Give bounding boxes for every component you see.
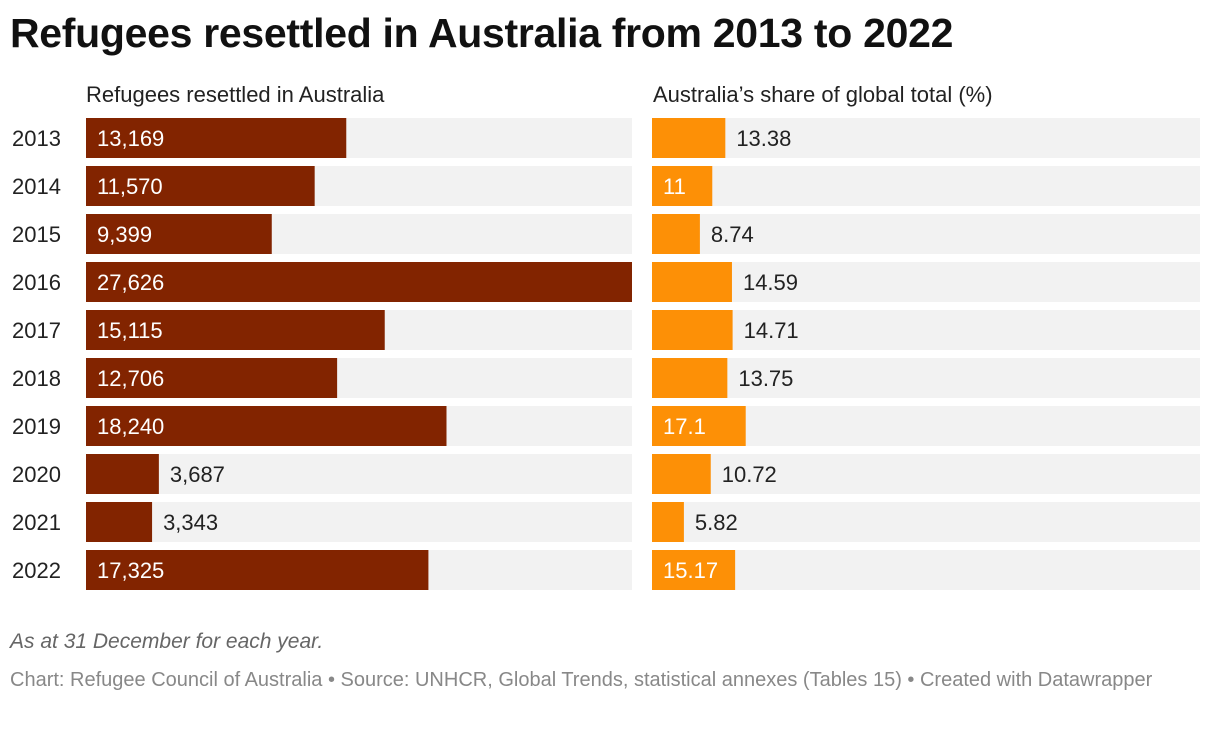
- share-value-label: 13.38: [736, 126, 791, 151]
- refugees-value-label: 13,169: [97, 126, 164, 151]
- right-panel-title: Australia’s share of global total (%): [653, 82, 993, 107]
- share-value-label: 8.74: [711, 222, 754, 247]
- bar-chart: 2013 2014 2015 2016 2017 2018 2019 2020 2021 2022…: [12, 118, 1200, 590]
- refugees-value-label: 12,706: [97, 366, 164, 391]
- chart-note: As at 31 December for each year.: [10, 630, 324, 653]
- year-label: 2013: [12, 126, 61, 151]
- year-label: 2020: [12, 462, 61, 487]
- share-value-label: 11: [663, 174, 686, 199]
- share-bar: [652, 166, 713, 206]
- year-label: 2015: [12, 222, 61, 247]
- refugees-bar: [86, 454, 159, 494]
- share-bar: [652, 262, 732, 302]
- refugees-value-label: 3,343: [163, 510, 218, 535]
- share-value-label: 15.17: [663, 558, 718, 583]
- year-label: 2016: [12, 270, 61, 295]
- refugees-value-label: 3,687: [170, 462, 225, 487]
- share-value-label: 13.75: [738, 366, 793, 391]
- share-track: [652, 358, 1200, 398]
- refugees-bar: [86, 406, 447, 446]
- share-track: [652, 118, 1200, 158]
- year-label: 2014: [12, 174, 61, 199]
- refugees-bar: [86, 310, 385, 350]
- share-value-label: 10.72: [722, 462, 777, 487]
- refugees-bar: [86, 502, 153, 542]
- share-value-label: 14.71: [744, 318, 799, 343]
- share-track: [652, 214, 1200, 254]
- refugees-track: [86, 502, 632, 542]
- share-track: [652, 550, 1200, 590]
- refugees-value-label: 11,570: [97, 174, 163, 199]
- refugees-value-label: 27,626: [97, 270, 164, 295]
- refugees-bar: [86, 118, 347, 158]
- year-label: 2018: [12, 366, 61, 391]
- share-value-label: 17.1: [663, 414, 706, 439]
- refugees-bar: [86, 550, 429, 590]
- share-value-label: 14.59: [743, 270, 798, 295]
- share-track: [652, 502, 1200, 542]
- share-bar: [652, 214, 700, 254]
- share-bar: [652, 406, 746, 446]
- share-track: [652, 166, 1200, 206]
- year-label: 2021: [12, 510, 61, 535]
- refugees-bar: [86, 166, 315, 206]
- refugees-value-label: 18,240: [97, 414, 164, 439]
- year-label: 2019: [12, 414, 61, 439]
- share-value-label: 5.82: [695, 510, 738, 535]
- share-track: [652, 454, 1200, 494]
- share-track: [652, 262, 1200, 302]
- refugees-bar: [86, 214, 272, 254]
- refugees-value-label: 15,115: [97, 318, 163, 343]
- share-bar: [652, 310, 733, 350]
- share-bar: [652, 454, 711, 494]
- chart-footer: Chart: Refugee Council of Australia • So…: [10, 669, 1153, 691]
- share-bar: [652, 358, 728, 398]
- share-bar: [652, 502, 684, 542]
- refugees-bar: [86, 262, 632, 302]
- left-panel-title: Refugees resettled in Australia: [86, 82, 385, 107]
- year-label: 2017: [12, 318, 61, 343]
- refugees-value-label: 9,399: [97, 222, 152, 247]
- share-bar: [652, 550, 736, 590]
- refugees-track: [86, 454, 632, 494]
- chart-title: Refugees resettled in Australia from 201…: [10, 10, 954, 56]
- share-bar: [652, 118, 726, 158]
- share-track: [652, 310, 1200, 350]
- refugees-value-label: 17,325: [97, 558, 164, 583]
- year-label: 2022: [12, 558, 61, 583]
- refugees-bar: [86, 358, 338, 398]
